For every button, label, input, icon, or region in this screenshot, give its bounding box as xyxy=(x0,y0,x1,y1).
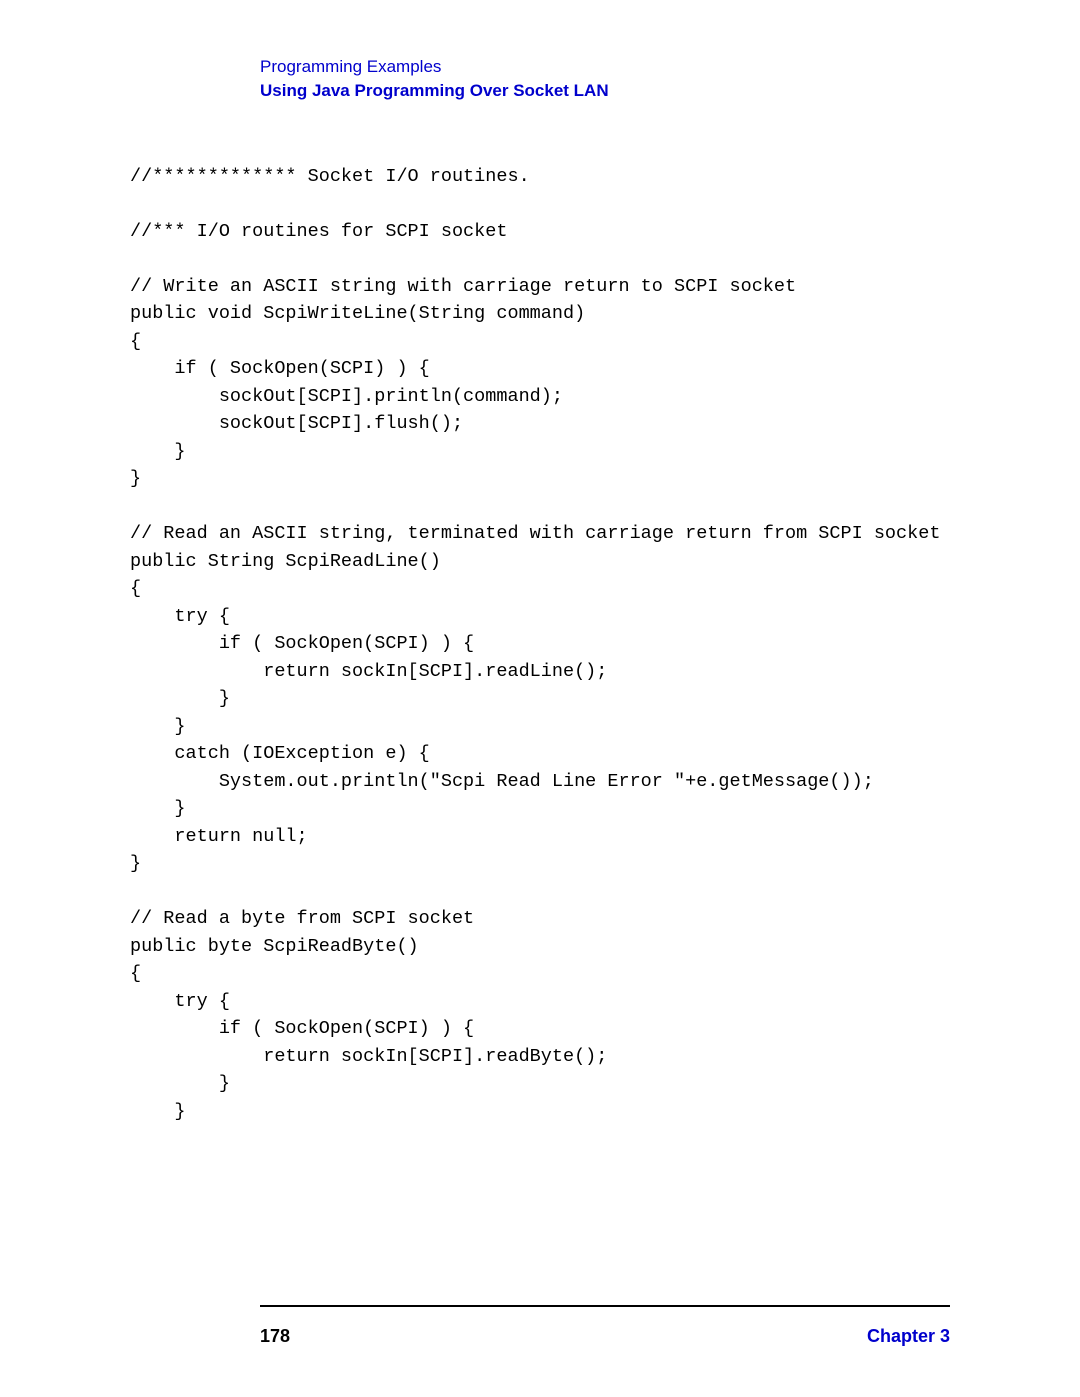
page-footer: 178 Chapter 3 xyxy=(260,1326,950,1347)
document-page: Programming Examples Using Java Programm… xyxy=(0,0,1080,1397)
page-header: Programming Examples Using Java Programm… xyxy=(260,55,950,103)
chapter-link[interactable]: Chapter 3 xyxy=(867,1326,950,1347)
header-section-title: Programming Examples xyxy=(260,55,950,79)
page-number: 178 xyxy=(260,1326,290,1347)
footer-rule xyxy=(260,1305,950,1307)
code-listing: //************* Socket I/O routines. //*… xyxy=(130,163,950,1126)
header-topic-title: Using Java Programming Over Socket LAN xyxy=(260,79,950,103)
